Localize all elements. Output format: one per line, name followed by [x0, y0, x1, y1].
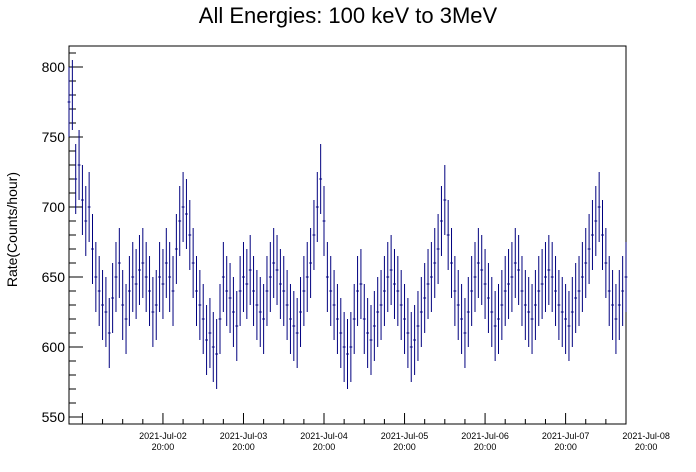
- x-tick-label-time: 20:00: [635, 442, 658, 452]
- y-axis-ticks: 550 600 650 700 750 800: [42, 52, 83, 425]
- x-tick-label-time: 20:00: [232, 442, 255, 452]
- x-tick-label-date: 2021-Jul-02: [139, 431, 187, 441]
- y-tick-label: 550: [42, 409, 66, 425]
- x-tick-label-date: 2021-Jul-03: [220, 431, 268, 441]
- x-tick-label-time: 20:00: [152, 442, 175, 452]
- x-tick-label-date: 2021-Jul-08: [622, 431, 670, 441]
- chart-title: All Energies: 100 keV to 3MeV: [198, 3, 498, 28]
- data-points: [67, 60, 628, 389]
- x-tick-label-date: 2021-Jul-05: [381, 431, 429, 441]
- x-tick-label-time: 20:00: [554, 442, 577, 452]
- y-tick-label: 750: [42, 129, 66, 145]
- y-tick-label: 700: [42, 199, 66, 215]
- x-tick-label-time: 20:00: [393, 442, 416, 452]
- x-tick-label-date: 2021-Jul-07: [542, 431, 590, 441]
- x-tick-label-time: 20:00: [474, 442, 497, 452]
- x-axis-ticks: 2021-Jul-0220:002021-Jul-0320:002021-Jul…: [81, 413, 670, 452]
- x-tick-label-time: 20:00: [313, 442, 336, 452]
- y-tick-label: 650: [42, 269, 66, 285]
- y-tick-label: 600: [42, 339, 66, 355]
- x-tick-label-date: 2021-Jul-04: [300, 431, 348, 441]
- x-tick-label-date: 2021-Jul-06: [461, 431, 509, 441]
- y-tick-label: 800: [42, 59, 66, 75]
